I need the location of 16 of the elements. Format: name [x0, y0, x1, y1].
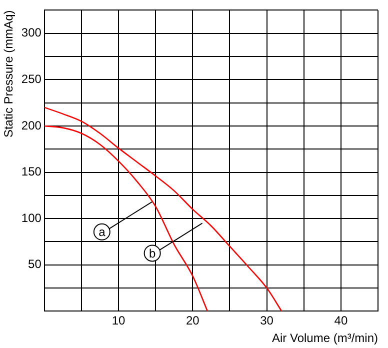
y-tick-label: 300: [21, 26, 42, 40]
y-tick-label: 150: [21, 164, 42, 179]
y-tick-label: 200: [21, 118, 42, 132]
annotation: b: [148, 246, 156, 261]
y-tick-label: 100: [21, 210, 42, 225]
line-series: [44, 106, 282, 312]
x-tick-label: 30: [260, 314, 274, 328]
x-tick-label: 20: [186, 314, 200, 328]
x-tick-label: 40: [334, 314, 348, 328]
y-axis-title: Static Pressure (mmAq): [2, 10, 16, 138]
x-axis-title: Air Volume (m³/min): [272, 331, 378, 346]
line-series: [44, 125, 208, 312]
annotation: a: [98, 225, 106, 240]
x-tick-label: 10: [112, 314, 126, 328]
y-tick-label: 250: [21, 72, 42, 86]
y-tick-label: 50: [28, 257, 42, 272]
